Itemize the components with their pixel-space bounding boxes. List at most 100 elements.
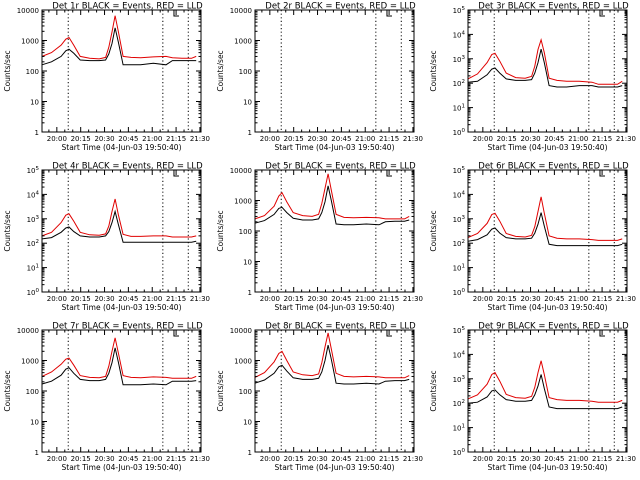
- x-tick-label: 20:15: [71, 455, 91, 463]
- y-tick-label: 1: [248, 449, 252, 457]
- y-tick-label: 1: [248, 129, 252, 137]
- x-tick-label: 20:15: [497, 455, 517, 463]
- x-tick-label: 20:00: [260, 295, 280, 303]
- series-events-line: [41, 209, 197, 243]
- x-tick-label: 20:15: [284, 135, 304, 143]
- x-tick-label: 20:00: [473, 455, 493, 463]
- series-lld-line: [254, 332, 410, 379]
- x-tick-label: 20:45: [118, 135, 138, 143]
- x-tick-label: 21:30: [190, 135, 210, 143]
- x-tick-label: 20:30: [94, 455, 114, 463]
- series-lld-line: [467, 37, 623, 85]
- y-tick-label: 102: [27, 239, 39, 248]
- x-tick-label: 20:45: [118, 455, 138, 463]
- y-tick-label: 10: [243, 419, 252, 427]
- x-tick-label: 20:15: [497, 295, 517, 303]
- y-tick-label: 10000: [230, 327, 252, 335]
- detector-panel-5r: Det 5r BLACK = Events, RED = LLD 1 10 100 10…: [216, 162, 423, 313]
- y-tick-label: 10000: [17, 327, 39, 335]
- detector-panel-2r: Det 2r BLACK = Events, RED = LLD 1 10 100 10…: [216, 2, 423, 153]
- series-events-line: [467, 212, 623, 247]
- y-tick-label: 101: [453, 424, 465, 433]
- y-tick-label: 10: [30, 99, 39, 107]
- x-tick-label: 21:00: [142, 455, 162, 463]
- x-tick-label: 20:00: [260, 135, 280, 143]
- y-tick-label: 1000: [21, 358, 39, 366]
- x-tick-label: 20:45: [118, 295, 138, 303]
- x-tick-label: 20:45: [331, 135, 351, 143]
- x-tick-label: 20:15: [71, 135, 91, 143]
- y-axis-label: Counts/sec: [216, 210, 225, 251]
- series-events-line: [254, 344, 410, 385]
- y-tick-label: 103: [453, 375, 466, 384]
- x-tick-label: 20:30: [307, 135, 327, 143]
- plot-bracket-mark: [599, 330, 605, 337]
- x-tick-label: 20:30: [94, 295, 114, 303]
- x-tick-label: 21:15: [379, 295, 399, 303]
- y-tick-label: 104: [27, 190, 40, 199]
- series-lld-line: [41, 15, 197, 60]
- x-tick-label: 20:45: [331, 455, 351, 463]
- y-tick-label: 104: [453, 30, 466, 39]
- series-events-line: [41, 27, 197, 66]
- y-tick-label: 104: [453, 350, 466, 359]
- x-tick-label: 20:00: [260, 455, 280, 463]
- detector-panel-4r: Det 4r BLACK = Events, RED = LLD 100 101 10…: [3, 162, 210, 313]
- x-tick-label: 20:45: [544, 455, 564, 463]
- y-tick-label: 103: [27, 215, 40, 224]
- x-axis-label: Start Time (04-Jun-03 19:50:40): [62, 143, 182, 152]
- y-tick-label: 100: [239, 228, 252, 236]
- x-tick-label: 21:15: [166, 295, 186, 303]
- y-tick-label: 105: [453, 6, 466, 15]
- detector-panel-3r: Det 3r BLACK = Events, RED = LLD 100 101 10…: [429, 2, 636, 153]
- y-axis-label: Counts/sec: [429, 210, 438, 251]
- x-tick-label: 20:00: [473, 135, 493, 143]
- plot-bracket-mark: [173, 330, 179, 337]
- x-axis-label: Start Time (04-Jun-03 19:50:40): [62, 463, 182, 472]
- detector-panel-8r: Det 8r BLACK = Events, RED = LLD 1 10 100 10…: [216, 322, 423, 473]
- x-tick-label: 21:15: [379, 135, 399, 143]
- x-tick-label: 21:00: [355, 455, 375, 463]
- series-lld-line: [41, 337, 197, 379]
- panel-title: Det 1r BLACK = Events, RED = LLD: [52, 2, 203, 12]
- y-tick-label: 100: [26, 388, 39, 396]
- x-tick-label: 21:00: [142, 135, 162, 143]
- panel-title: Det 9r BLACK = Events, RED = LLD: [478, 322, 629, 332]
- plot-frame: [254, 9, 415, 133]
- panel-title: Det 6r BLACK = Events, RED = LLD: [478, 162, 629, 172]
- plot-frame: [254, 169, 415, 293]
- panel-title: Det 5r BLACK = Events, RED = LLD: [265, 162, 416, 172]
- x-tick-label: 21:30: [616, 295, 636, 303]
- detector-panel-9r: Det 9r BLACK = Events, RED = LLD 100 101 10…: [429, 322, 636, 473]
- x-tick-label: 21:00: [568, 135, 588, 143]
- series-events-line: [467, 48, 623, 88]
- x-axis-label: Start Time (04-Jun-03 19:50:40): [62, 303, 182, 312]
- x-tick-label: 20:30: [520, 135, 540, 143]
- y-tick-label: 1000: [234, 358, 252, 366]
- x-tick-label: 20:30: [307, 295, 327, 303]
- plot-bracket-mark: [173, 10, 179, 17]
- plot-bracket-mark: [386, 10, 392, 17]
- series-events-line: [467, 374, 623, 410]
- plot-frame: [41, 169, 202, 293]
- plot-frame: [41, 329, 202, 453]
- x-tick-label: 21:15: [592, 295, 612, 303]
- detector-panel-7r: Det 7r BLACK = Events, RED = LLD 1 10 100 10…: [3, 322, 210, 473]
- y-tick-label: 1000: [234, 38, 252, 46]
- x-tick-label: 20:15: [284, 295, 304, 303]
- series-lld-line: [467, 196, 623, 241]
- y-tick-label: 103: [453, 55, 466, 64]
- plot-bracket-mark: [386, 170, 392, 177]
- y-axis-label: Counts/sec: [216, 370, 225, 411]
- x-tick-label: 21:15: [592, 455, 612, 463]
- series-lld-line: [467, 360, 623, 403]
- y-tick-label: 10: [30, 419, 39, 427]
- y-tick-label: 105: [453, 166, 466, 175]
- x-tick-label: 20:45: [331, 295, 351, 303]
- plot-bracket-mark: [599, 10, 605, 17]
- x-tick-label: 21:00: [568, 455, 588, 463]
- y-tick-label: 101: [27, 264, 39, 273]
- x-tick-label: 21:15: [166, 135, 186, 143]
- plot-bracket-mark: [599, 170, 605, 177]
